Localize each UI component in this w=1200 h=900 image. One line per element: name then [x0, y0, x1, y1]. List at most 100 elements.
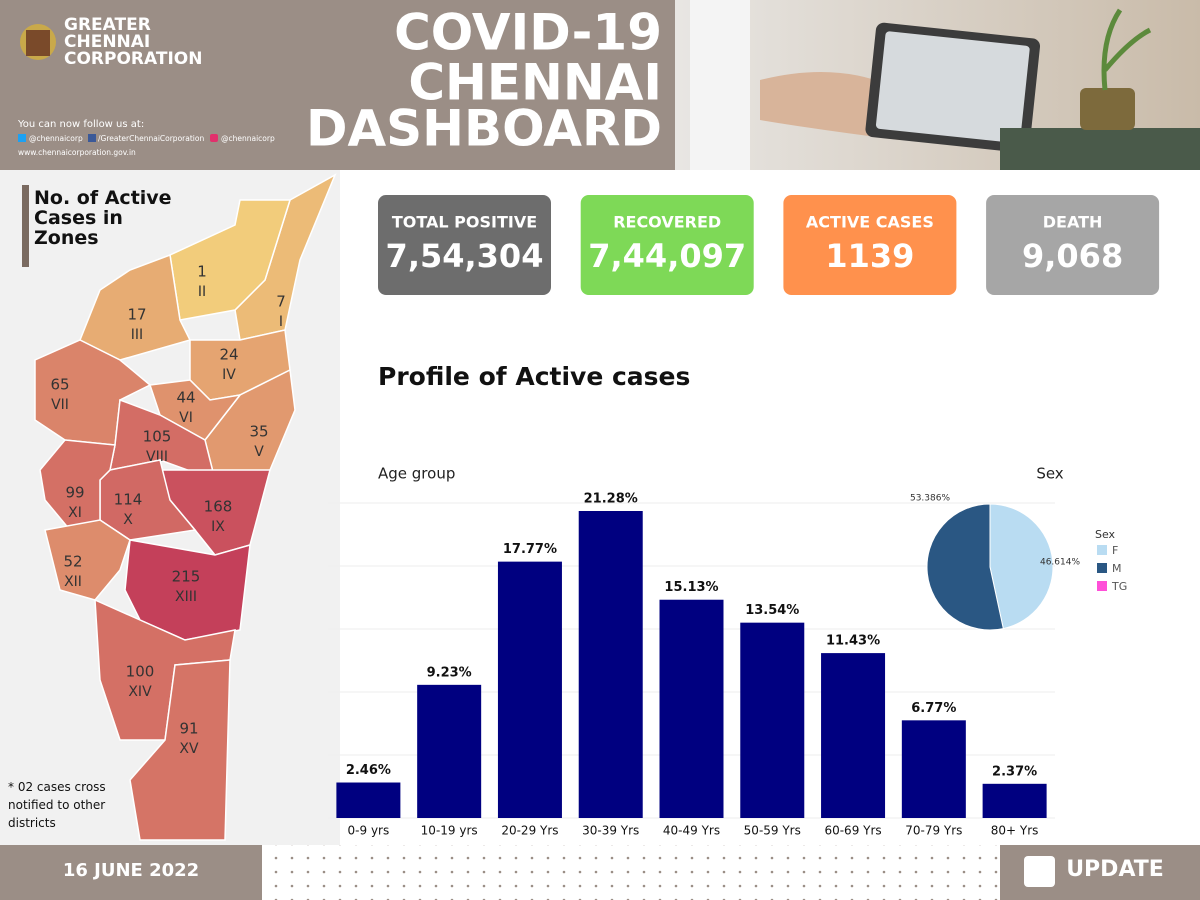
data-label: 2.37%	[992, 764, 1037, 779]
zone-value: 7	[276, 293, 286, 311]
legend-title: Sex	[1095, 528, 1116, 541]
bar	[821, 653, 886, 818]
zone-numeral: V	[254, 444, 264, 460]
slice-label: 46.614%	[1040, 558, 1080, 568]
update-label: UPDATE	[1066, 857, 1164, 882]
stat-label: RECOVERED	[613, 213, 721, 232]
zone-value: 44	[176, 389, 195, 407]
zone-numeral: XV	[179, 741, 199, 757]
slice-label: 53.386%	[910, 494, 950, 504]
zone-value: 65	[50, 376, 69, 394]
x-tick-label: 10-19 yrs	[421, 824, 478, 838]
stat-value: 9,068	[1022, 237, 1123, 275]
x-tick-label: 0-9 yrs	[348, 824, 390, 838]
data-label: 6.77%	[911, 701, 956, 716]
data-label: 15.13%	[664, 580, 718, 595]
zone-numeral: XIII	[175, 589, 197, 605]
zone-numeral: XIV	[128, 684, 152, 700]
x-tick-label: 80+ Yrs	[991, 824, 1039, 838]
social-handle: /GreaterChennaiCorporation	[98, 134, 204, 143]
chart-title: Age group	[378, 465, 455, 483]
data-label: 21.28%	[584, 492, 638, 507]
zone-numeral: IV	[222, 367, 236, 383]
data-label: 2.46%	[346, 763, 391, 778]
bar	[417, 684, 482, 818]
map-title: No. of Active Cases in Zones	[34, 188, 172, 249]
stat-value: 1139	[825, 237, 914, 275]
photo	[675, 0, 1200, 170]
zone	[129, 659, 231, 841]
charts: 2.46% 0-9 yrs 9.23% 10-19 yrs 17.77% 20-29 Yr…	[336, 492, 1127, 838]
zone-value: 24	[219, 346, 238, 364]
bar	[497, 561, 562, 818]
note-box: * 02 cases cross notified to other distr…	[8, 780, 106, 830]
data-label: 17.77%	[503, 542, 557, 557]
zone-numeral: XI	[68, 505, 82, 521]
data-label: 11.43%	[826, 634, 880, 649]
map-note: * 02 cases cross notified to other distr…	[8, 780, 106, 830]
zone-numeral: II	[198, 284, 206, 300]
stat-card	[783, 195, 957, 295]
zone-value: 114	[114, 491, 143, 509]
zone-value: 17	[127, 306, 146, 324]
zone-value: 168	[204, 498, 233, 516]
footer-date-band	[0, 845, 262, 900]
zone-numeral: IX	[211, 519, 225, 535]
stat-label: TOTAL POSITIVE	[392, 213, 537, 232]
x-tick-label: 50-59 Yrs	[744, 824, 801, 838]
legend-label: F	[1112, 544, 1118, 557]
stat-card	[378, 195, 551, 295]
title: COVID-19	[394, 4, 662, 62]
facebook-icon	[88, 134, 96, 142]
zone-value: 215	[172, 568, 201, 586]
twitter-icon	[18, 134, 26, 142]
update-icon	[1024, 856, 1055, 887]
date: 16 JUNE 2022	[63, 860, 199, 881]
zone-numeral: III	[131, 327, 143, 343]
stat-value: 7,44,097	[588, 237, 746, 275]
title-bar	[22, 185, 29, 267]
zone-numeral: XII	[64, 574, 82, 590]
zone-numeral: VII	[51, 397, 69, 413]
stat-label: DEATH	[1043, 213, 1103, 232]
section-title: Profile of Active cases	[378, 362, 690, 391]
zone-numeral: VI	[179, 410, 193, 426]
instagram-icon	[210, 134, 218, 142]
x-tick-label: 70-79 Yrs	[905, 824, 962, 838]
header-band	[0, 0, 675, 170]
x-tick-label: 40-49 Yrs	[663, 824, 720, 838]
pie-slice	[926, 503, 1004, 631]
zone-value: 1	[197, 263, 207, 281]
stat-value: 7,54,304	[386, 237, 544, 275]
legend-swatch	[1097, 581, 1107, 591]
zone-value: 105	[143, 428, 172, 446]
title: DASHBOARD	[306, 100, 662, 158]
zone-value: 100	[126, 663, 155, 681]
stat-label: ACTIVE CASES	[806, 213, 934, 232]
stat-card	[986, 195, 1160, 295]
zone-numeral: X	[123, 512, 133, 528]
bar	[982, 783, 1047, 818]
bar	[659, 599, 724, 818]
legend-label: TG	[1111, 580, 1127, 593]
zone-value: 35	[249, 423, 268, 441]
bar	[336, 782, 401, 818]
logo	[20, 24, 56, 60]
title: CHENNAI	[408, 54, 662, 112]
zone-map: 7I1II17III24IV35V44VI65VII105VIII168IX11…	[34, 173, 337, 841]
social-handle: @chennaicorp	[221, 134, 275, 143]
data-label: 9.23%	[427, 665, 472, 680]
legend-swatch	[1097, 563, 1107, 573]
legend-label: M	[1112, 562, 1122, 575]
org-name: CHENNAI	[64, 32, 150, 52]
x-tick-label: 30-39 Yrs	[582, 824, 639, 838]
legend-swatch	[1097, 545, 1107, 555]
zone-value: 91	[179, 720, 198, 738]
bar	[901, 720, 966, 818]
stat-cards: TOTAL POSITIVE 7,54,304 RECOVERED 7,44,097 A…	[378, 195, 1160, 295]
bar	[740, 622, 805, 818]
chart-title: Sex	[1036, 465, 1063, 483]
social-handle: @chennaicorp	[29, 134, 83, 143]
follow-text: You can now follow us at:	[17, 119, 144, 130]
